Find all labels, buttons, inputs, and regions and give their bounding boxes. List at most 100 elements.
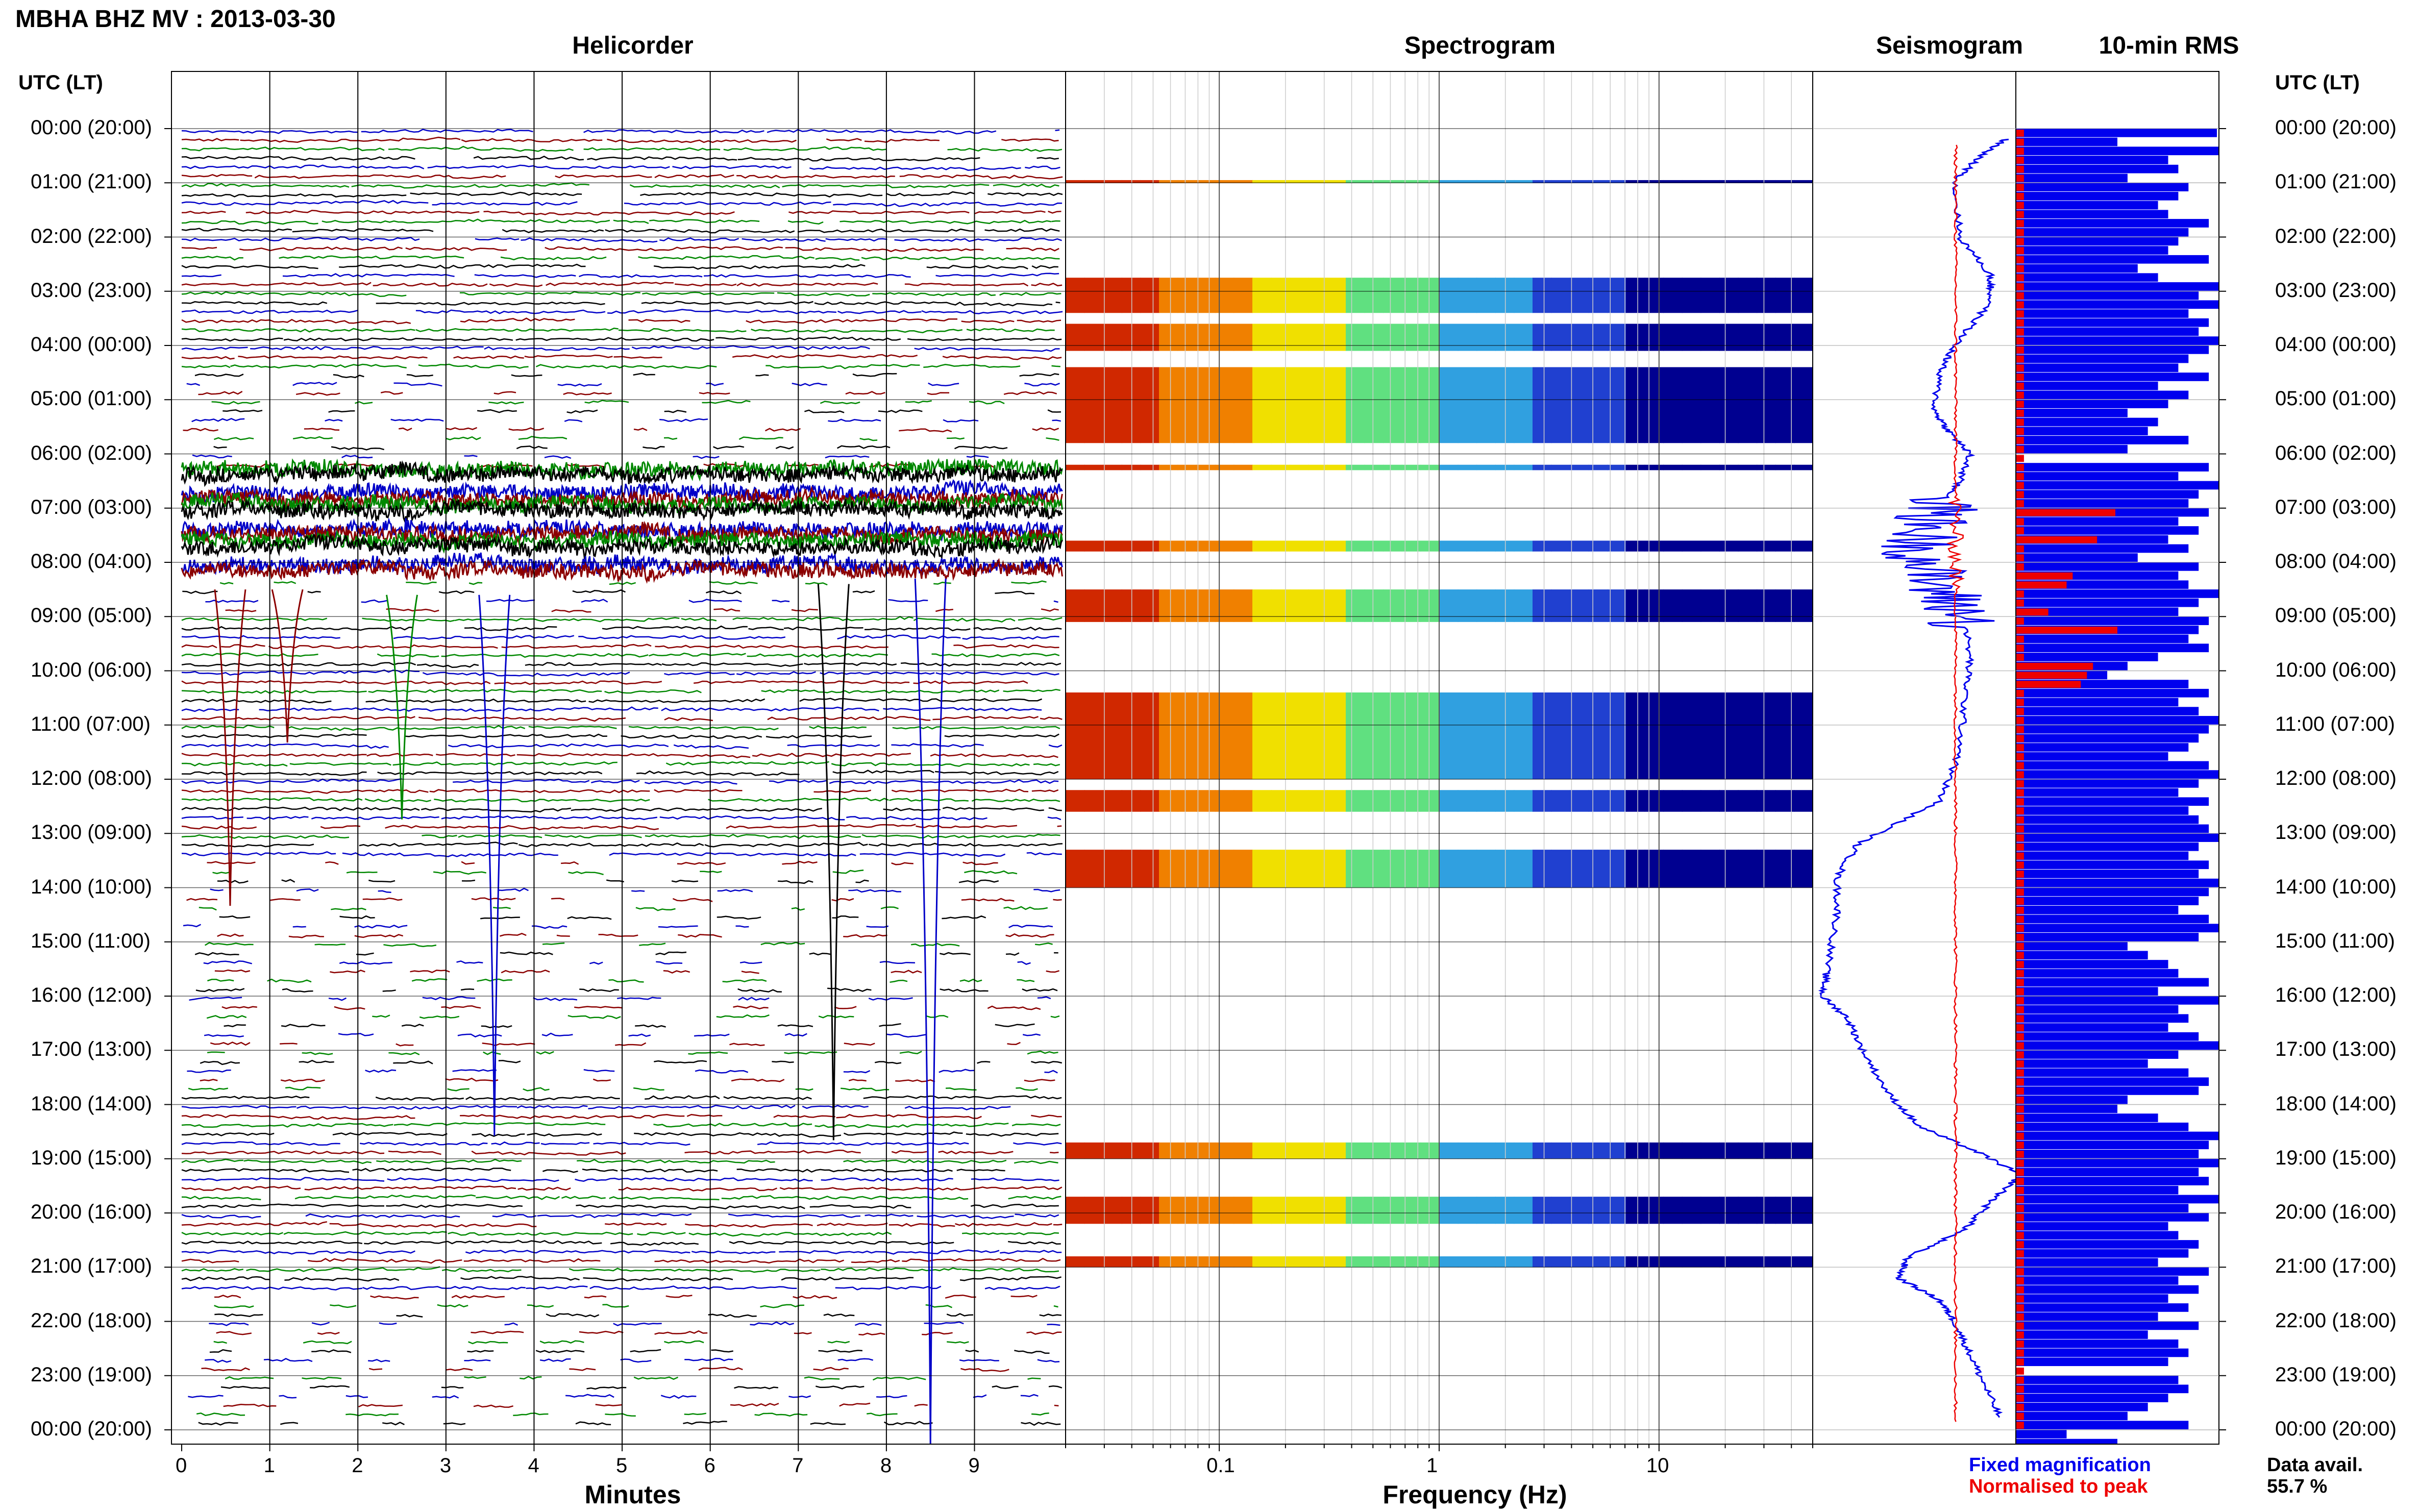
spectrogram-cell xyxy=(1682,367,1701,443)
rms-normalised-bar xyxy=(2016,292,2024,300)
spectrogram-cell xyxy=(1738,324,1758,351)
helicorder-trace xyxy=(285,1086,321,1090)
rms-bar xyxy=(2016,1095,2128,1104)
helicorder-trace xyxy=(181,1105,297,1109)
spectrogram-cell xyxy=(1103,324,1122,351)
rms-bar xyxy=(2016,1059,2148,1068)
helicorder-trace xyxy=(755,374,769,377)
spectrogram-cell xyxy=(1271,180,1291,183)
helicorder-trace xyxy=(974,210,1046,214)
helicorder-trace xyxy=(921,310,1063,314)
rms-bar xyxy=(2016,381,2158,390)
spectrogram-cell xyxy=(1775,180,1795,183)
helicorder-trace xyxy=(818,1015,854,1019)
helicorder-trace xyxy=(813,789,871,794)
helicorder-trace xyxy=(279,1395,297,1399)
helicorder-trace xyxy=(659,418,708,423)
rms-plot xyxy=(2016,129,2219,1444)
helicorder-trace xyxy=(471,1330,524,1334)
helicorder-trace xyxy=(516,1105,588,1109)
spectrogram-cell xyxy=(1290,278,1309,313)
helicorder-trace xyxy=(943,419,979,423)
helicorder-trace xyxy=(863,1095,1062,1100)
minute-tick-label: 9 xyxy=(968,1454,980,1477)
helicorder-trace xyxy=(782,184,990,188)
helicorder-trace xyxy=(1049,1152,1059,1154)
rms-bar xyxy=(2016,1150,2199,1158)
spectrogram-cell xyxy=(1644,278,1664,313)
helicorder-trace xyxy=(914,347,1060,352)
rms-normalised-bar xyxy=(2016,1142,2024,1149)
helicorder-trace xyxy=(181,337,283,342)
helicorder-trace xyxy=(209,1322,249,1326)
helicorder-trace xyxy=(817,1222,888,1226)
helicorder-trace xyxy=(508,427,545,431)
helicorder-trace xyxy=(799,698,1043,703)
time-tick-label-right: 06:00 (02:00) xyxy=(2275,441,2397,464)
rms-bar xyxy=(2016,860,2209,870)
helicorder-trace xyxy=(831,762,1030,767)
helicorder-trace xyxy=(199,907,217,911)
helicorder-trace xyxy=(181,652,318,657)
helicorder-trace xyxy=(618,328,747,333)
helicorder-trace xyxy=(663,437,678,440)
helicorder-trace xyxy=(992,1385,1019,1389)
spectrogram-cell xyxy=(1514,180,1533,183)
helicorder-trace xyxy=(432,201,578,206)
helicorder-trace xyxy=(539,1358,571,1362)
helicorder-trace xyxy=(748,626,784,631)
helicorder-trace xyxy=(361,129,533,133)
helicorder-trace xyxy=(653,264,866,270)
spectrogram-cell xyxy=(1514,1256,1533,1268)
rms-bar xyxy=(2016,1185,2179,1195)
rms-bar xyxy=(2016,887,2209,897)
spectrogram-cell xyxy=(1308,180,1328,183)
helicorder-trace xyxy=(181,1114,415,1120)
helicorder-trace xyxy=(259,707,502,712)
helicorder-trace xyxy=(491,1141,540,1146)
helicorder-trace xyxy=(268,644,498,649)
spectrogram-cell xyxy=(1290,589,1309,622)
helicorder-trace xyxy=(524,354,613,358)
helicorder-trace xyxy=(788,210,970,215)
rms-normalised-bar xyxy=(2016,608,2048,616)
spectrogram-cell xyxy=(1121,1256,1141,1268)
spectrogram-cell xyxy=(1140,464,1159,470)
spectrogram-cell xyxy=(1103,790,1122,812)
helicorder-trace xyxy=(181,328,415,333)
spectrogram-cell xyxy=(1757,1256,1776,1268)
spectrogram-cell xyxy=(1383,1142,1402,1159)
rms-normalised-bar xyxy=(2016,762,2024,770)
helicorder-trace xyxy=(859,437,878,441)
spectrogram-cell xyxy=(1794,850,1813,888)
helicorder-trace xyxy=(461,879,476,882)
spectrogram-cell xyxy=(1495,1142,1515,1159)
helicorder-trace xyxy=(361,599,388,603)
helicorder-trace xyxy=(844,1043,875,1046)
helicorder-trace xyxy=(879,1023,901,1027)
rms-normalised-bar xyxy=(2016,1223,2024,1230)
helicorder-trace xyxy=(671,879,699,883)
helicorder-trace xyxy=(416,663,479,668)
rms-normalised-bar xyxy=(2016,283,2024,290)
helicorder-trace xyxy=(181,146,385,152)
spectrogram-cell xyxy=(1719,692,1739,779)
helicorder-trace xyxy=(858,1332,885,1336)
spectrogram-cell xyxy=(1458,1256,1477,1268)
spectrogram-cell xyxy=(1290,324,1309,351)
rms-normalised-bar xyxy=(2016,952,2024,959)
helicorder-trace xyxy=(699,392,730,395)
rms-bar xyxy=(2016,1321,2199,1330)
spectrogram-cell xyxy=(1551,1142,1571,1159)
spectrogram-cell xyxy=(1551,278,1571,313)
helicorder-trace xyxy=(837,310,922,314)
helicorder-trace xyxy=(684,1412,707,1416)
rms-normalised-bar xyxy=(2016,1385,2024,1393)
helicorder-trace xyxy=(564,419,583,423)
helicorder-trace xyxy=(973,1394,987,1398)
helicorder-trace xyxy=(1055,301,1060,304)
helicorder-trace xyxy=(590,779,640,784)
helicorder-trace xyxy=(481,1025,512,1028)
spectrogram-cell xyxy=(1140,589,1159,622)
